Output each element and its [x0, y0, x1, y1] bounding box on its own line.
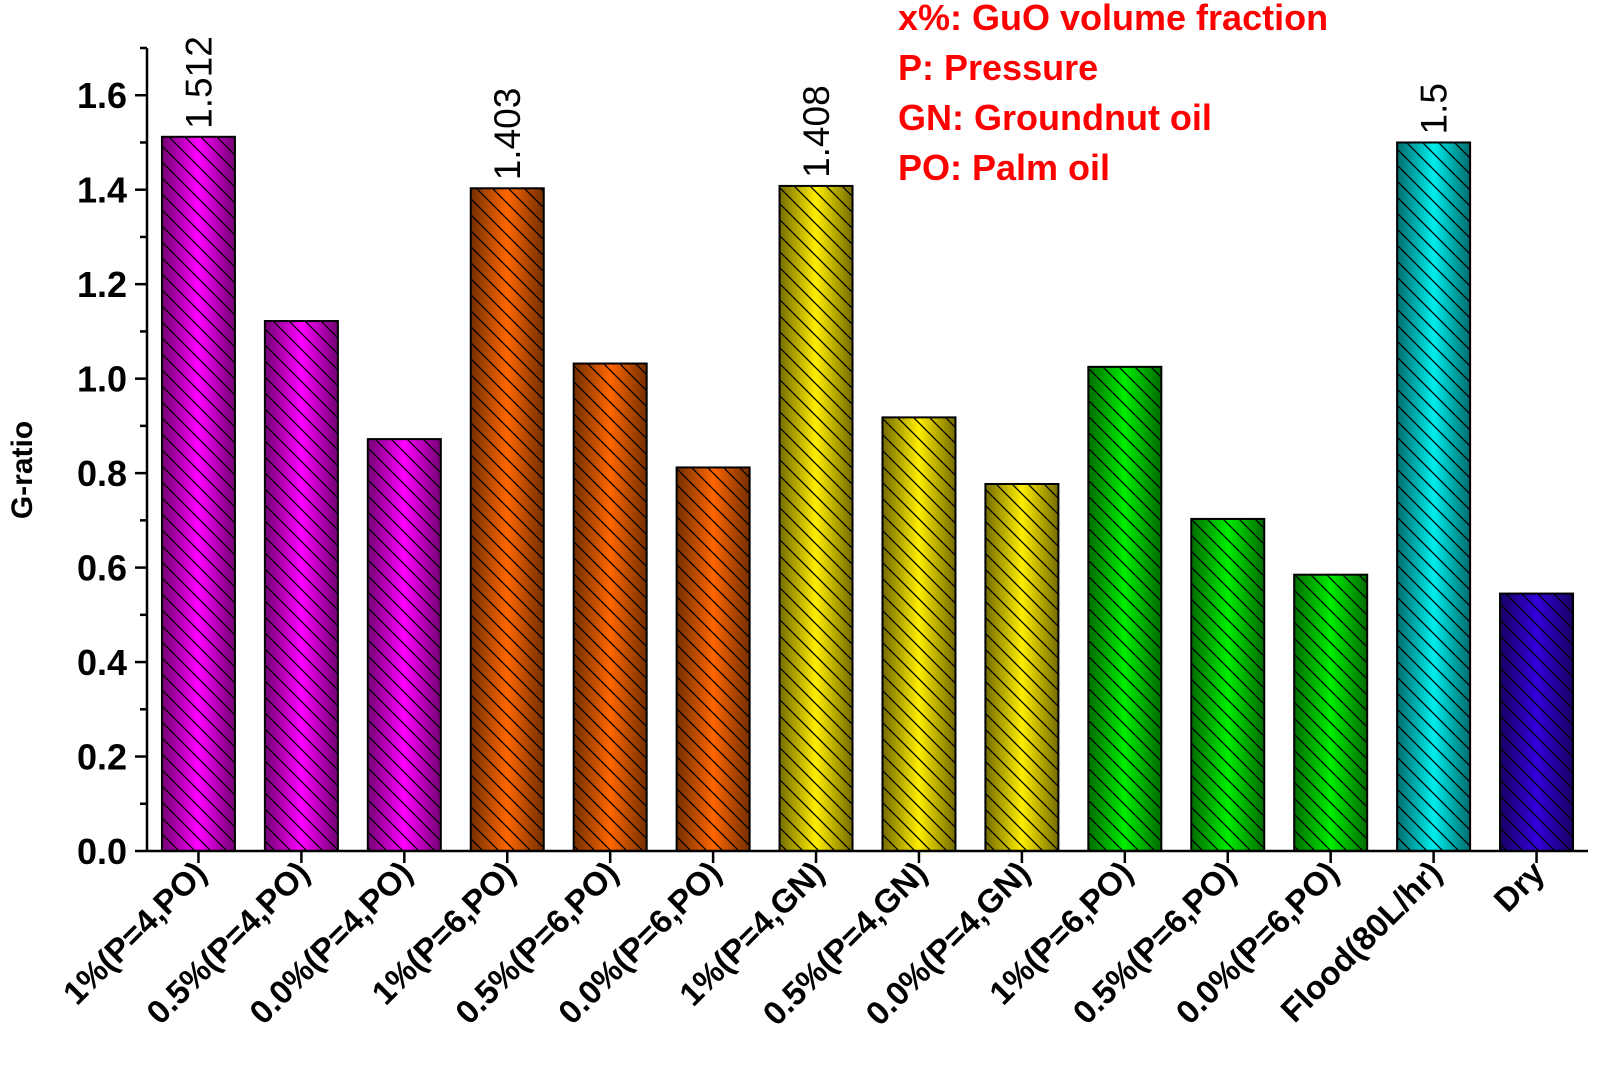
- bar-13: [1396, 141, 1472, 852]
- y-tick-label: 0.0: [77, 831, 127, 872]
- legend-notes: x%: GuO volume fraction P: Pressure GN: Gr…: [898, 0, 1328, 188]
- y-tick-label: 1.2: [77, 264, 127, 305]
- bar-hatch: [1088, 366, 1162, 851]
- legend-note: x%: GuO volume fraction: [898, 0, 1328, 38]
- data-labels-group: 1.512 1.403 1.408 1.5: [178, 36, 1454, 180]
- bar-9: [984, 482, 1060, 852]
- bar-14: [1499, 592, 1575, 852]
- bar-1: [160, 135, 236, 852]
- legend-note: P: Pressure: [898, 47, 1098, 88]
- bar-hatch: [161, 136, 235, 851]
- data-label: 1.408: [796, 85, 837, 178]
- legend-note: GN: Groundnut oil: [898, 97, 1212, 138]
- bar-3: [366, 438, 442, 852]
- bar-hatch: [1500, 593, 1574, 851]
- bar-4: [469, 187, 545, 852]
- bar-hatch: [779, 185, 853, 851]
- bar-2: [263, 320, 339, 852]
- bar-hatch: [1191, 518, 1265, 851]
- bar-12: [1293, 573, 1369, 852]
- y-tick-label: 0.8: [77, 453, 127, 494]
- y-tick-label: 0.4: [77, 642, 127, 683]
- x-ticks-group: 1%(P=4,PO)0.5%(P=4,PO)0.0%(P=4,PO)1%(P=6…: [56, 851, 1552, 1032]
- bar-hatch: [985, 483, 1059, 851]
- bar-hatch: [1397, 142, 1471, 851]
- y-ticks-group: 0.0 0.2 0.4 0.6 0.8 1.0 1.2 1.4 1.6: [77, 46, 147, 872]
- bar-hatch: [1294, 574, 1368, 851]
- y-tick-label: 1.4: [77, 170, 127, 211]
- bar-11: [1190, 517, 1266, 852]
- y-tick-label: 1.6: [77, 75, 127, 116]
- y-tick-label: 0.6: [77, 548, 127, 589]
- bar-hatch: [470, 188, 544, 851]
- bar-hatch: [676, 467, 750, 851]
- axes-group: [145, 48, 1588, 853]
- legend-note: PO: Palm oil: [898, 147, 1110, 188]
- y-axis-title: G-ratio: [6, 421, 39, 519]
- bar-7: [778, 184, 854, 852]
- bar-8: [881, 416, 957, 852]
- data-label: 1.403: [487, 88, 528, 181]
- bars-group: [160, 135, 1575, 852]
- bar-hatch: [573, 363, 647, 851]
- bar-10: [1087, 365, 1163, 852]
- data-label: 1.5: [1414, 83, 1455, 134]
- data-label: 1.512: [178, 36, 219, 129]
- bar-hatch: [264, 321, 338, 851]
- y-tick-label: 0.2: [77, 737, 127, 778]
- bar-hatch: [882, 417, 956, 851]
- bar-6: [675, 466, 751, 852]
- x-tick-label: Dry: [1486, 853, 1552, 919]
- bar-hatch: [367, 439, 441, 851]
- bar-5: [572, 362, 648, 852]
- y-tick-label: 1.0: [77, 359, 127, 400]
